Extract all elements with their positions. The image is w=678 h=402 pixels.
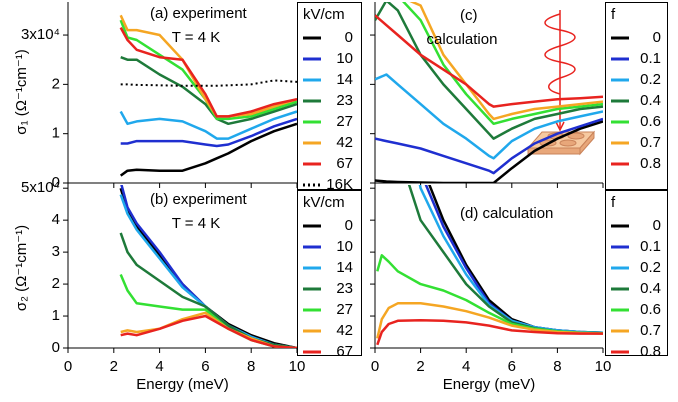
legend-label: 0.1 [640, 238, 661, 255]
legend-label: 0.6 [640, 113, 661, 130]
legend-label: 16K [326, 176, 353, 193]
legend-label: 42 [336, 134, 353, 151]
data-line [376, 302, 603, 339]
panel-title: (d) calculation [460, 205, 553, 222]
legend-label: 10 [336, 50, 353, 67]
data-line [119, 122, 297, 177]
legend-box [605, 2, 668, 190]
x-tick-label: 6 [201, 358, 209, 375]
data-line [424, 185, 603, 334]
y-tick-label: 3x10⁴ [21, 26, 60, 43]
schematic-icon [526, 10, 596, 156]
x-axis-label: Energy (meV) [136, 376, 229, 393]
data-line [402, 2, 603, 126]
legend-box [297, 2, 362, 190]
y-axis-label: σ₁ (Ω⁻¹cm⁻¹) [13, 49, 30, 135]
legend-label: 0.4 [640, 280, 661, 297]
x-tick-label: 4 [155, 358, 163, 375]
y-tick-label: 0 [52, 174, 60, 191]
legend-label: 27 [336, 301, 353, 318]
legend-title: kV/cm [303, 6, 345, 23]
x-tick-label: 0 [371, 358, 379, 375]
legend-label: 0.1 [640, 50, 661, 67]
legend-label: 0.7 [640, 134, 661, 151]
legend-label: 0.4 [640, 92, 661, 109]
y-tick-label: 2 [52, 275, 60, 292]
data-line [119, 274, 297, 348]
data-line [375, 73, 603, 160]
data-line [120, 314, 297, 348]
panel-subtitle: T = 4 K [172, 215, 221, 232]
x-tick-label: 8 [553, 358, 561, 375]
x-tick-label: 4 [462, 358, 470, 375]
y-tick-label: 5x10⁴ [21, 179, 60, 196]
data-line [375, 120, 603, 183]
y-tick-label: 0 [52, 339, 60, 356]
legend-label: 0.6 [640, 301, 661, 318]
legend-label: 0.8 [640, 155, 661, 172]
legend-box [605, 190, 668, 356]
legend-label: 0.8 [640, 343, 661, 360]
data-line [119, 26, 297, 118]
legend-label: 0 [653, 29, 661, 46]
x-tick-label: 6 [508, 358, 516, 375]
data-line [376, 318, 603, 346]
y-tick-label: 1 [52, 125, 60, 142]
legend-title: kV/cm [303, 194, 345, 211]
legend-label: 0 [345, 217, 353, 234]
legend-label: 42 [336, 322, 353, 339]
x-tick-label: 10 [595, 358, 612, 375]
panel-title: (a) experiment [150, 5, 248, 22]
y-tick-label: 2 [52, 75, 60, 92]
x-tick-label: 8 [247, 358, 255, 375]
panel-subtitle: T = 4 K [172, 29, 221, 46]
legend-title: f [611, 194, 616, 211]
data-line [119, 14, 297, 118]
panel-subtitle: calculation [427, 31, 498, 48]
data-line [375, 117, 603, 175]
data-line [428, 185, 603, 334]
data-line [407, 185, 603, 335]
legend-label: 23 [336, 92, 353, 109]
y-tick-label: 1 [52, 307, 60, 324]
y-tick-label: 4 [52, 211, 60, 228]
data-line [418, 185, 603, 334]
legend-label: 14 [336, 259, 353, 276]
legend-title: f [611, 6, 616, 23]
legend-label: 23 [336, 280, 353, 297]
y-axis-label: σ₂ (Ω⁻¹cm⁻¹) [13, 225, 30, 311]
data-line [120, 56, 297, 126]
data-line [375, 2, 603, 140]
data-line [120, 117, 297, 148]
legend-label: 27 [336, 113, 353, 130]
data-line [375, 14, 603, 108]
data-line [119, 110, 297, 140]
panel-title: (c) [460, 7, 478, 24]
x-axis-label: Energy (meV) [443, 376, 536, 393]
y-tick-label: 3 [52, 243, 60, 260]
x-tick-label: 2 [110, 358, 118, 375]
legend-label: 0.2 [640, 259, 661, 276]
data-line [119, 187, 297, 348]
legend-label: 10 [336, 238, 353, 255]
data-line [409, 2, 603, 121]
x-tick-label: 10 [289, 358, 306, 375]
legend-label: 67 [336, 343, 353, 360]
x-tick-label: 0 [64, 358, 72, 375]
panel-title: (b) experiment [150, 191, 248, 208]
legend-label: 14 [336, 71, 353, 88]
data-line [120, 79, 297, 87]
legend-box [297, 190, 362, 356]
x-tick-label: 2 [416, 358, 424, 375]
legend-label: 0 [345, 29, 353, 46]
legend-label: 0 [653, 217, 661, 234]
legend-label: 0.2 [640, 71, 661, 88]
legend-label: 67 [336, 155, 353, 172]
legend-label: 0.7 [640, 322, 661, 339]
